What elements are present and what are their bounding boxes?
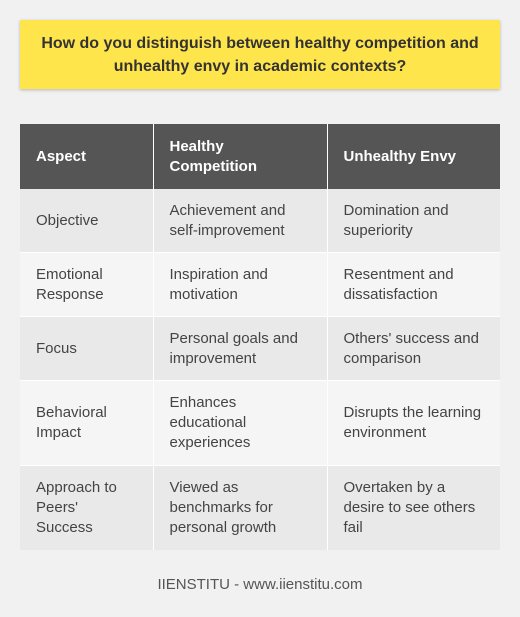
unhealthy-envy-cell: Overtaken by a desire to see others fail	[326, 465, 500, 550]
healthy-competition-cell: Inspiration and motivation	[152, 252, 327, 317]
aspect-cell: Behavioral Impact	[20, 380, 153, 466]
comparison-table: Aspect Healthy Competition Unhealthy Env…	[20, 124, 500, 550]
footer-credit: IIENSTITU - www.iienstitu.com	[157, 576, 363, 593]
aspect-cell: Focus	[20, 316, 153, 381]
table-row-focus: Focus Personal goals and improvement Oth…	[20, 316, 500, 381]
healthy-competition-cell: Personal goals and improvement	[152, 316, 327, 381]
unhealthy-envy-cell: Disrupts the learning environment	[326, 380, 500, 466]
unhealthy-envy-cell: Resentment and dissatisfaction	[326, 252, 500, 317]
table-row-behavioral-impact: Behavioral Impact Enhances educational e…	[20, 380, 500, 466]
table-row-emotional-response: Emotional Response Inspiration and motiv…	[20, 252, 500, 317]
column-header-unhealthy-envy: Unhealthy Envy	[326, 124, 500, 189]
title-banner: How do you distinguish between healthy c…	[20, 20, 500, 89]
column-header-aspect: Aspect	[20, 124, 153, 189]
aspect-cell: Approach to Peers' Success	[20, 465, 153, 550]
unhealthy-envy-cell: Others' success and comparison	[326, 316, 500, 381]
healthy-competition-cell: Achievement and self-improvement	[152, 189, 327, 253]
healthy-competition-cell: Enhances educational experiences	[152, 380, 327, 466]
aspect-cell: Emotional Response	[20, 252, 153, 317]
table-row-approach-to-peers-success: Approach to Peers' Success Viewed as ben…	[20, 465, 500, 550]
unhealthy-envy-cell: Domination and superiority	[326, 189, 500, 253]
page-title: How do you distinguish between healthy c…	[41, 34, 479, 75]
column-header-healthy-competition: Healthy Competition	[152, 124, 327, 189]
table-header-row: Aspect Healthy Competition Unhealthy Env…	[20, 124, 500, 189]
table-row-objective: Objective Achievement and self-improveme…	[20, 189, 500, 253]
aspect-cell: Objective	[20, 189, 153, 253]
healthy-competition-cell: Viewed as benchmarks for personal growth	[152, 465, 327, 550]
